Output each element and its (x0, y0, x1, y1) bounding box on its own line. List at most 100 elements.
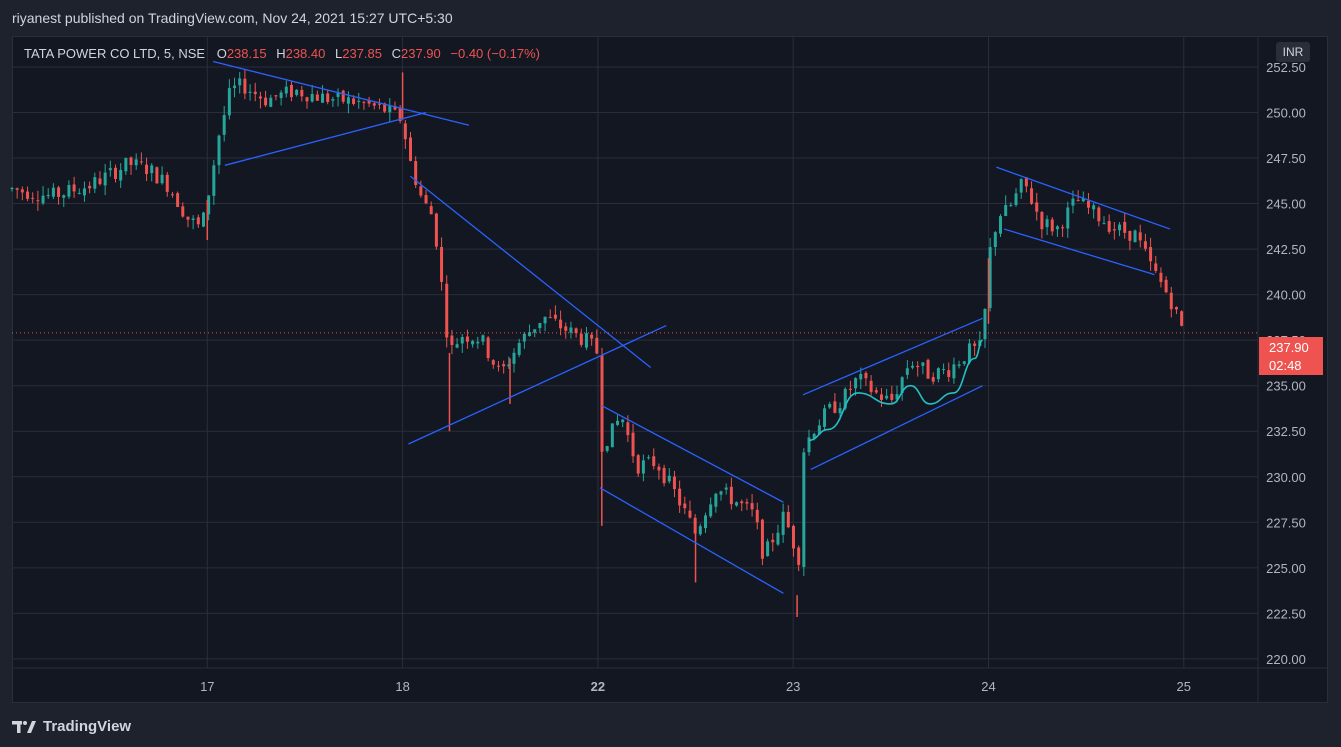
candle-body (424, 195, 428, 204)
candle-body (719, 491, 723, 495)
candle-body (1138, 232, 1142, 241)
candle-body (243, 78, 247, 94)
trendline (810, 385, 983, 471)
x-tick-label: 24 (981, 679, 995, 694)
candle-body (31, 197, 35, 199)
candle-body (145, 164, 149, 175)
chart-frame[interactable] (12, 36, 1328, 703)
candle-body (543, 316, 547, 324)
candle-body (854, 378, 858, 389)
candle-body (507, 364, 511, 367)
candle-body (201, 212, 205, 227)
candle-body (124, 157, 128, 172)
candle-body (207, 195, 211, 215)
candle-body (962, 361, 966, 364)
candle-body (1112, 229, 1116, 231)
candle-body (1071, 198, 1075, 206)
candle-body (119, 169, 123, 181)
candle-body (1081, 198, 1085, 202)
candle-body (1030, 188, 1034, 204)
y-tick-label: 225.00 (1266, 561, 1306, 576)
high-value: 238.40 (285, 46, 326, 61)
candle-body (77, 192, 81, 194)
candle-body (409, 137, 413, 161)
candle-body (352, 98, 356, 104)
y-tick-label: 232.50 (1266, 424, 1306, 439)
candle-body (377, 103, 381, 105)
candle-body (248, 91, 252, 93)
candle-body (647, 457, 651, 459)
symbol-name[interactable]: TATA POWER CO LTD, 5, NSE (24, 46, 206, 61)
candle-body (20, 189, 24, 193)
candle-body (771, 539, 775, 543)
candle-body (838, 408, 842, 414)
candle-body (926, 359, 930, 379)
candle-body (170, 194, 174, 196)
candle-body (605, 446, 609, 451)
candle-body (269, 97, 273, 107)
candle-body (440, 246, 444, 282)
candle-body (1066, 207, 1070, 229)
candle-body (103, 172, 107, 186)
candle-body (967, 343, 971, 363)
candle-body (998, 216, 1002, 234)
candle-body (398, 107, 402, 121)
candle-body (134, 159, 138, 166)
candle-body (1014, 193, 1018, 206)
publisher-line: riyanest published on TradingView.com, N… (12, 10, 453, 26)
y-tick-label: 252.50 (1266, 60, 1306, 75)
x-tick-label: 22 (591, 679, 605, 694)
candle-body (491, 360, 495, 365)
y-tick-label: 227.50 (1266, 515, 1306, 530)
candle-body (848, 388, 852, 390)
candle-body (481, 335, 485, 342)
candle-body (264, 97, 268, 106)
y-tick-label: 245.00 (1266, 197, 1306, 212)
candle-body (1107, 221, 1111, 232)
candle-body (740, 501, 744, 504)
candle-body (626, 422, 630, 436)
tradingview-logo-icon[interactable] (12, 718, 38, 734)
candle-body (502, 364, 506, 367)
candle-body (315, 94, 319, 101)
candle-body (455, 344, 459, 348)
candle-body (1076, 200, 1080, 202)
candle-body (321, 93, 325, 103)
candle-body (357, 100, 361, 102)
candle-body (1045, 219, 1049, 228)
candle-body (460, 337, 464, 344)
candle-body (807, 437, 811, 453)
candle-body (931, 377, 935, 382)
candle-body (434, 213, 438, 247)
candle-body (341, 90, 345, 102)
candle-body (196, 217, 200, 225)
candle-body (62, 195, 66, 198)
candle-body (1174, 307, 1178, 310)
candle-body (326, 93, 330, 102)
candle-body (129, 157, 133, 165)
candle-body (222, 115, 226, 135)
candle-body (750, 503, 754, 510)
y-tick-label: 235.00 (1266, 379, 1306, 394)
tradingview-brand[interactable]: TradingView (43, 717, 132, 735)
candle-body (310, 93, 314, 102)
high-label: H (276, 46, 286, 61)
candle-body (279, 92, 283, 99)
candle-body (564, 326, 568, 331)
candle-body (911, 365, 915, 368)
candle-body (631, 432, 635, 457)
candle-body (584, 333, 588, 348)
candle-body (238, 78, 242, 86)
candle-body (843, 388, 847, 409)
currency-button[interactable]: INR (1276, 42, 1310, 62)
symbol-legend: TATA POWER CO LTD, 5, NSE O238.15 H238.4… (24, 46, 540, 61)
candle-body (1092, 205, 1096, 210)
candle-body (776, 532, 780, 545)
last-price-value: 237.90 (1269, 340, 1309, 355)
candle-body (191, 218, 195, 220)
x-tick-label: 17 (200, 679, 214, 694)
candle-body (869, 380, 873, 393)
candle-body (833, 401, 837, 413)
candle-body (165, 174, 169, 192)
